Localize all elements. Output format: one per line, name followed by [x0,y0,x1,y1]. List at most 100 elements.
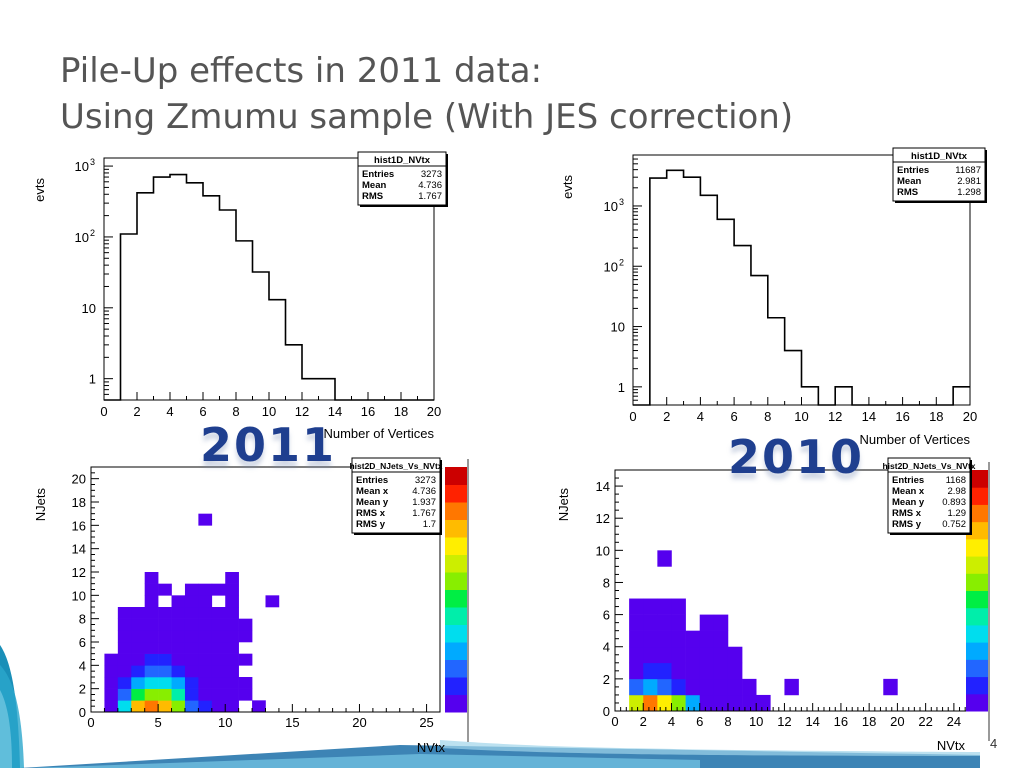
stats-label: RMS y [892,519,922,530]
histogram-bin [253,272,270,400]
heatmap-cell [671,646,686,664]
y-tick-label: 2 [603,672,610,687]
stats-label: RMS [897,187,918,198]
stats-value: 1.767 [418,191,442,202]
palette-swatch [966,642,988,660]
x-tick-label: 12 [828,409,842,424]
heatmap-cell [144,653,159,666]
y-tick-label: 0 [79,705,86,720]
palette-swatch [966,538,988,557]
heatmap-cell [225,665,239,678]
y-tick-label: 8 [79,612,86,627]
heatmap-cell [225,688,239,701]
stats-label: Entries [362,169,394,180]
y-tick-label: 10 [611,320,625,335]
heatmap-cell [643,630,658,648]
heatmap-cell [158,688,172,701]
heatmap-cell [713,630,729,648]
heatmap-cell [104,653,119,666]
heatmap-cell [131,618,145,631]
x-tick-label: 18 [394,404,408,419]
x-tick-label: 0 [611,714,618,729]
histogram-bin [319,379,336,400]
histogram-bin [785,351,802,405]
heatmap-cell [158,665,172,678]
y-tick-label: 16 [72,518,86,533]
heatmap-cell [699,662,715,680]
heatmap-cell [131,677,145,689]
x-tick-label: 22 [918,714,932,729]
x-tick-label: 10 [218,715,232,730]
stats-value: 3273 [415,475,436,486]
heatmap-cell [727,646,743,664]
x-tick-label: 4 [668,714,675,729]
heatmap-cell [225,583,239,596]
stats-value: 4.736 [412,486,436,497]
heatmap-cell [671,694,686,712]
histogram-bin [953,387,970,405]
x-tick-label: 20 [427,404,441,419]
heatmap-cell [117,630,132,643]
heatmap-cell [158,642,172,654]
heatmap-cell [198,630,213,643]
palette-swatch [966,659,988,678]
heatmap-cell [657,614,672,631]
histogram-bin [667,170,684,405]
heatmap-cell [184,607,199,619]
heatmap-cell [117,700,132,713]
y-tick-label: 4 [603,640,610,655]
heatmap-cell [131,700,145,713]
heatmap-cell [643,646,658,664]
x-tick-label: 16 [361,404,375,419]
heatmap-cell [158,653,172,666]
heatmap-cell [211,653,226,666]
heatmap-cell [198,677,213,689]
heatmap-cell [198,642,213,654]
slide-number: 4 [990,736,998,751]
palette-swatch [445,607,467,625]
y-axis-label: NJets [556,488,571,522]
x-tick-label: 20 [890,714,904,729]
x-tick-label: 10 [749,714,763,729]
heatmap-cell [211,642,226,654]
heatmap-cell [144,688,159,701]
y-tick-label: 10 [596,543,610,558]
heatmap-cell [171,688,186,701]
palette-swatch [445,484,467,503]
x-tick-label: 0 [87,715,94,730]
stats-box [887,457,971,534]
x-tick-label: 4 [697,409,704,424]
heatmap-cell [238,653,253,666]
heatmap-cell [198,653,213,666]
corner-decoration [0,645,980,768]
heatmap-cell [671,598,686,615]
x-tick-label: 0 [100,404,107,419]
heatmap-cell [629,662,644,680]
x-tick-label: 18 [862,714,876,729]
palette-swatch [445,467,467,485]
histogram-series-line [633,169,970,406]
heatmap-cell [211,677,226,689]
heatmap-cell [104,665,119,678]
y-tick-exponent: 2 [90,228,95,238]
heatmap-cell [198,688,213,701]
heatmap-cell [184,618,199,631]
histogram-bin [650,178,667,405]
heatmap-cell [225,607,239,619]
heatmap-cell [784,678,799,696]
x-tick-label: 2 [663,409,670,424]
histogram-bin [236,241,253,400]
heatmap-cell [184,595,199,608]
heatmap-cell [657,598,672,615]
stats-value: 1168 [946,475,966,486]
stats-label: RMS y [356,519,386,530]
heatmap-cell [643,662,658,680]
heatmap-cell [671,678,686,696]
heatmap-cell [225,700,239,713]
palette-swatch [966,607,988,626]
y-tick-label: 18 [72,495,86,510]
heatmap-cell [144,618,159,631]
palette-swatch [445,642,467,660]
heatmap-cell [144,642,159,654]
